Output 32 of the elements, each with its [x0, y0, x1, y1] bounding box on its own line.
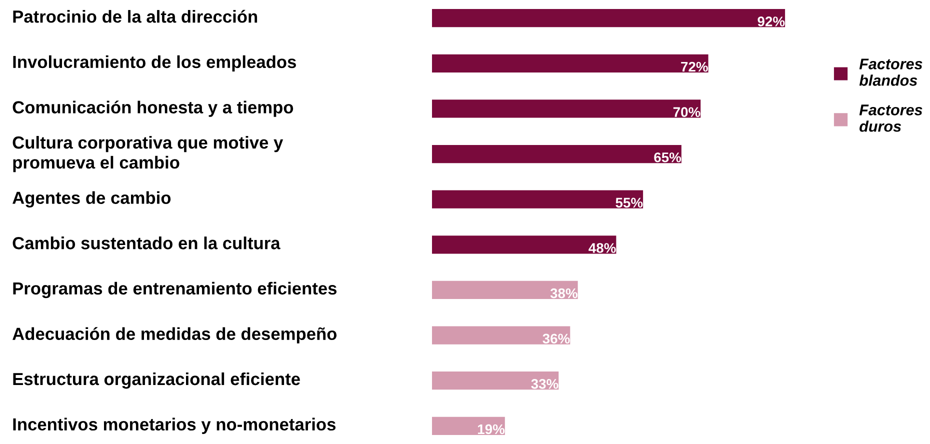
bar	[432, 236, 616, 254]
bar	[432, 54, 708, 72]
data-label: 38%	[550, 288, 578, 298]
data-label: 19%	[478, 424, 505, 434]
y-tick-label: Incentivos monetarios y no-monetarios	[13, 418, 336, 434]
data-label: 70%	[673, 107, 700, 117]
data-label: 36%	[542, 334, 570, 344]
bar	[432, 280, 578, 300]
y-tick-label: Adecuación de medidas de desempeño	[12, 327, 337, 344]
bar	[432, 9, 786, 28]
y-tick-label: Agentes de cambio	[12, 191, 171, 208]
y-tick-label: Patrocinio de la alta dirección	[13, 10, 258, 23]
bar	[432, 416, 505, 435]
y-tick-label: Estructura organizacional eficiente	[13, 372, 300, 389]
bar	[432, 372, 559, 390]
bar	[432, 190, 644, 208]
data-label: 92%	[758, 16, 785, 26]
y-tick-label: Cultura corporativa que motive y promueva el cambio	[12, 136, 284, 172]
bar	[432, 144, 682, 164]
bar	[432, 100, 701, 118]
y-tick-label: Cambio sustentado en la cultura	[12, 236, 280, 250]
data-label: 72%	[681, 62, 708, 72]
y-tick-label: Involucramiento de los empleados	[13, 55, 296, 72]
legend-label: Factores blandos	[859, 58, 922, 86]
data-label: 55%	[616, 198, 643, 208]
data-label: 33%	[531, 378, 558, 389]
data-label: 65%	[654, 152, 682, 162]
y-tick-label: Comunicación honesta y a tiempo	[12, 100, 294, 117]
y-tick-label: Programas de entrenamiento eficientes	[13, 282, 337, 298]
legend-label: Factores duros	[859, 104, 922, 132]
data-label: 48%	[588, 243, 616, 253]
bar	[432, 326, 570, 344]
